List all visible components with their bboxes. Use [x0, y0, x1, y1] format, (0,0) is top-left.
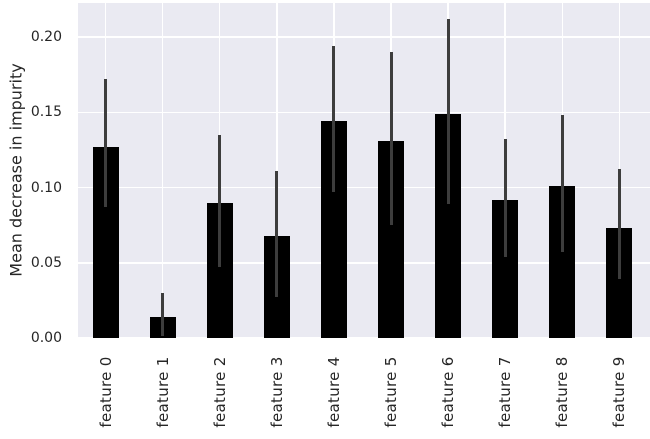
y-tick-label-0.10: 0.10 — [30, 179, 62, 196]
h-gridline-0.00 — [78, 337, 650, 338]
plot-area — [78, 3, 650, 338]
h-gridline-0.10 — [78, 186, 650, 189]
h-gridline-0.20 — [78, 36, 650, 38]
y-tick-label-0.15: 0.15 — [30, 104, 62, 121]
x-tick-label-feature-8: feature 8 — [553, 356, 572, 428]
h-gridline-0.05 — [78, 262, 650, 264]
x-tick-label-feature-3: feature 3 — [267, 356, 286, 428]
error-bar-feature-5 — [389, 52, 393, 226]
x-tick-label-feature-5: feature 5 — [382, 356, 400, 428]
error-bar-feature-2 — [218, 134, 222, 268]
y-tick-label-0.05: 0.05 — [30, 254, 62, 271]
x-tick-label-feature-1: feature 1 — [153, 356, 172, 428]
v-gridline-3 — [276, 3, 278, 338]
error-bar-feature-1 — [161, 292, 165, 337]
v-gridline-1 — [161, 3, 164, 338]
y-axis-label: Mean decrease in impurity — [6, 63, 26, 277]
error-bar-feature-7 — [503, 139, 507, 257]
x-tick-label-feature-7: feature 7 — [496, 356, 515, 428]
y-tick-label-0.00: 0.00 — [30, 330, 62, 346]
h-gridline-0.15 — [78, 111, 650, 113]
x-tick-label-feature-0: feature 0 — [96, 356, 115, 428]
error-bar-feature-3 — [275, 170, 279, 298]
error-bar-feature-6 — [446, 18, 450, 205]
x-tick-label-feature-2: feature 2 — [210, 356, 229, 428]
error-bar-feature-9 — [617, 169, 621, 280]
error-bar-feature-8 — [560, 115, 564, 253]
x-tick-label-feature-9: feature 9 — [610, 356, 629, 428]
error-bar-feature-0 — [104, 79, 107, 208]
y-tick-label-0.20: 0.20 — [30, 29, 62, 45]
error-bar-feature-4 — [332, 46, 336, 192]
x-tick-label-feature-6: feature 6 — [439, 356, 458, 428]
x-tick-label-feature-4: feature 4 — [324, 356, 343, 428]
